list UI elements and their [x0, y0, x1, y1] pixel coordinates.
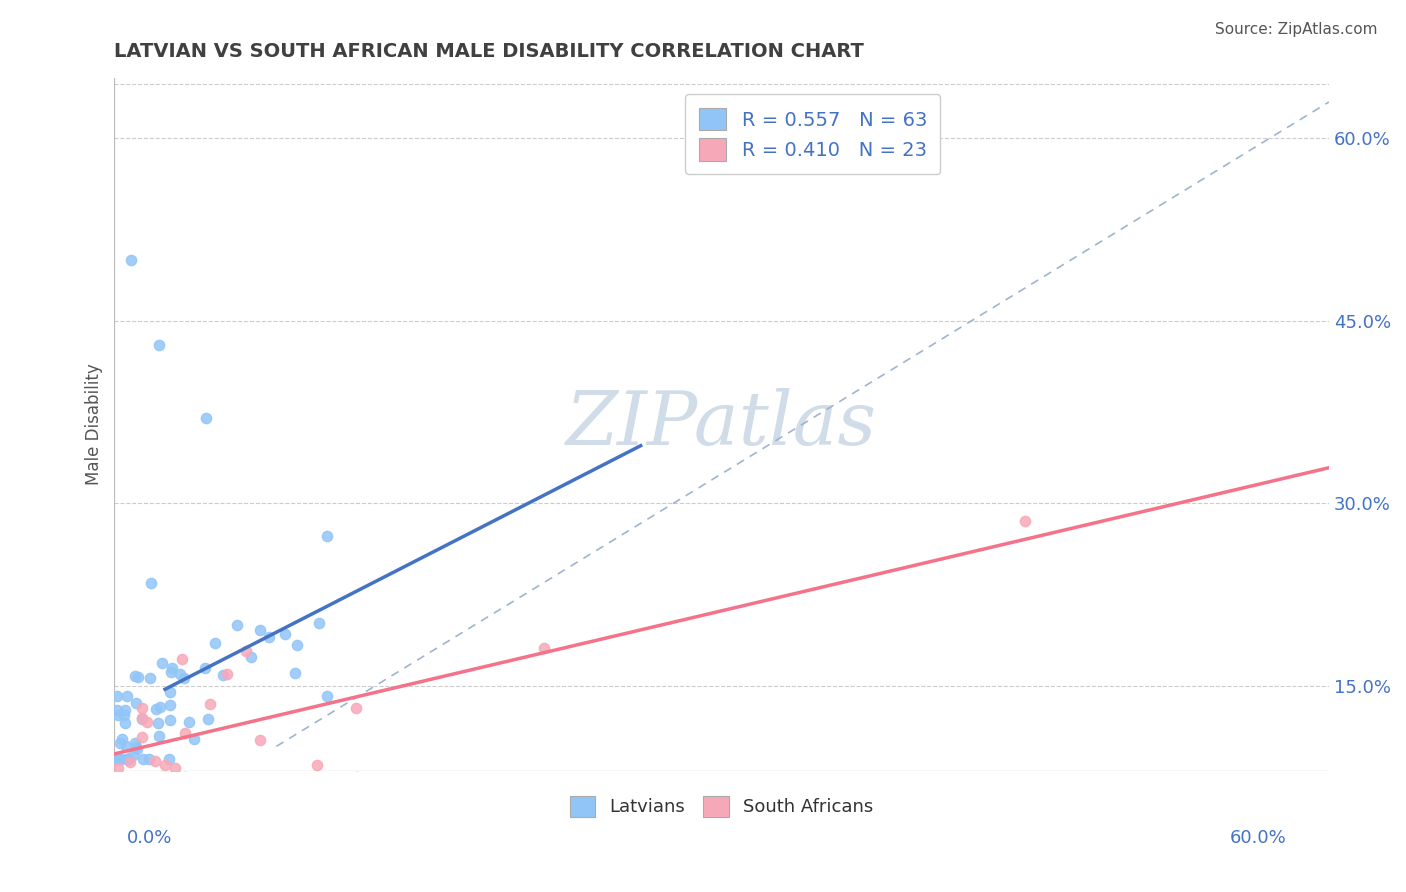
- Point: [183, 732, 205, 747]
- Point: [141, 575, 163, 590]
- Point: [153, 757, 176, 772]
- Point: [346, 770, 368, 784]
- Point: [115, 690, 138, 704]
- Point: [105, 751, 128, 765]
- Point: [108, 770, 131, 784]
- Point: [131, 712, 153, 726]
- Text: 60.0%: 60.0%: [1230, 829, 1286, 847]
- Point: [107, 708, 129, 723]
- Point: [225, 617, 247, 632]
- Point: [249, 732, 271, 747]
- Point: [112, 708, 135, 723]
- Point: [157, 751, 180, 765]
- Y-axis label: Male Disability: Male Disability: [86, 363, 103, 485]
- Point: [308, 616, 330, 631]
- Point: [274, 627, 297, 641]
- Point: [110, 751, 132, 765]
- Point: [125, 696, 148, 710]
- Point: [159, 713, 181, 727]
- Point: [198, 698, 221, 712]
- Point: [148, 338, 170, 352]
- Point: [160, 665, 183, 679]
- Point: [160, 661, 183, 675]
- Point: [131, 710, 153, 724]
- Point: [285, 638, 308, 652]
- Point: [131, 731, 153, 745]
- Point: [114, 739, 136, 754]
- Legend: Latvians, South Africans: Latvians, South Africans: [562, 789, 880, 824]
- Point: [172, 651, 194, 665]
- Point: [105, 751, 128, 765]
- Point: [114, 703, 136, 717]
- Point: [305, 757, 328, 772]
- Point: [118, 751, 141, 765]
- Point: [138, 671, 160, 685]
- Point: [105, 703, 128, 717]
- Text: 0.0%: 0.0%: [127, 829, 172, 847]
- Point: [107, 761, 129, 775]
- Point: [145, 702, 167, 716]
- Point: [121, 747, 143, 762]
- Point: [179, 714, 201, 729]
- Point: [194, 411, 217, 425]
- Point: [108, 736, 131, 750]
- Point: [235, 643, 257, 657]
- Point: [533, 640, 555, 655]
- Point: [148, 729, 170, 743]
- Point: [249, 623, 271, 637]
- Point: [159, 685, 181, 699]
- Point: [105, 690, 128, 704]
- Point: [149, 700, 172, 714]
- Text: ZIPatlas: ZIPatlas: [567, 388, 877, 460]
- Text: Source: ZipAtlas.com: Source: ZipAtlas.com: [1215, 22, 1378, 37]
- Point: [159, 698, 181, 713]
- Point: [165, 761, 187, 775]
- Point: [136, 714, 159, 729]
- Point: [197, 712, 219, 726]
- Point: [169, 667, 191, 681]
- Point: [173, 671, 195, 685]
- Point: [120, 756, 142, 770]
- Point: [143, 754, 166, 768]
- Point: [127, 670, 149, 684]
- Point: [257, 630, 280, 644]
- Point: [115, 751, 138, 765]
- Point: [315, 690, 337, 704]
- Text: LATVIAN VS SOUTH AFRICAN MALE DISABILITY CORRELATION CHART: LATVIAN VS SOUTH AFRICAN MALE DISABILITY…: [114, 42, 865, 61]
- Point: [120, 252, 142, 267]
- Point: [107, 751, 129, 765]
- Point: [124, 735, 146, 749]
- Point: [125, 740, 148, 755]
- Point: [114, 716, 136, 731]
- Point: [115, 751, 138, 765]
- Point: [174, 725, 197, 739]
- Point: [194, 661, 217, 675]
- Point: [111, 731, 134, 746]
- Point: [132, 751, 155, 765]
- Point: [204, 636, 226, 650]
- Point: [117, 751, 139, 765]
- Point: [148, 716, 170, 731]
- Point: [240, 650, 263, 665]
- Point: [131, 701, 153, 715]
- Point: [117, 751, 139, 765]
- Point: [217, 666, 239, 681]
- Point: [316, 529, 339, 543]
- Point: [284, 665, 307, 680]
- Point: [127, 741, 149, 756]
- Point: [1014, 515, 1036, 529]
- Point: [344, 701, 367, 715]
- Point: [149, 770, 172, 784]
- Point: [124, 668, 146, 682]
- Point: [212, 668, 235, 682]
- Point: [174, 770, 197, 784]
- Point: [138, 751, 160, 765]
- Point: [152, 656, 174, 670]
